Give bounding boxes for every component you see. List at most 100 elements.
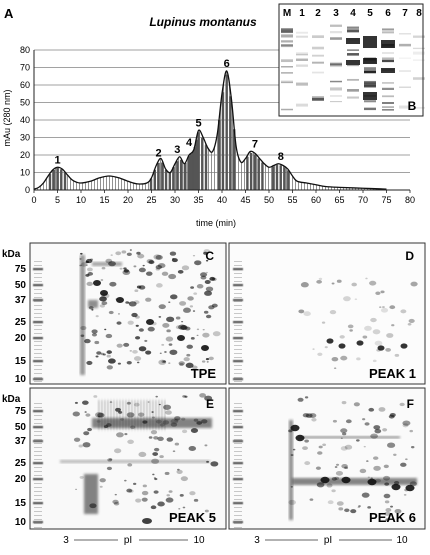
protein-spot (158, 316, 162, 318)
marker-band (233, 478, 243, 481)
gel-band (296, 31, 308, 34)
fraction-bar (195, 139, 198, 190)
gel-streak (164, 400, 166, 430)
x-tick-label: 45 (240, 195, 250, 205)
protein-spot (133, 402, 140, 407)
marker-band (34, 503, 42, 504)
protein-spot (316, 482, 325, 488)
protein-spot (136, 251, 141, 255)
marker-band (233, 268, 243, 271)
protein-spot (311, 418, 317, 422)
protein-spot (79, 476, 84, 479)
x-tick-label: 20 (123, 195, 133, 205)
fraction-bar (246, 156, 249, 190)
gel-band (296, 82, 308, 86)
fraction-bar (233, 129, 236, 190)
protein-spot (137, 253, 145, 259)
gel-panel-c: C TPE (29, 242, 227, 385)
x-tick-label: 35 (193, 195, 203, 205)
protein-spot (166, 316, 175, 323)
protein-spot (80, 334, 85, 337)
protein-spot (177, 468, 180, 471)
peak-fractions (48, 74, 290, 190)
panel-a: A Lupinus montanus mAu (280 nm) time (mi… (2, 6, 415, 228)
protein-spot (141, 497, 148, 502)
protein-spot (205, 271, 208, 274)
protein-spot (338, 507, 344, 511)
mw-tick-label: 10 (15, 517, 27, 528)
protein-spot (327, 500, 334, 505)
y-tick-label: 0 (25, 185, 30, 195)
protein-spot (183, 307, 191, 313)
protein-spot (194, 260, 202, 266)
gel-d-label: PEAK 1 (369, 366, 416, 381)
protein-spot (93, 280, 101, 286)
marker-band (34, 411, 42, 412)
protein-spot (391, 324, 395, 327)
gel-band (382, 59, 394, 63)
protein-spot (399, 402, 405, 407)
x-tick-label: 70 (358, 195, 368, 205)
protein-spot (133, 265, 137, 268)
protein-spot (375, 291, 381, 295)
marker-band (234, 269, 242, 270)
gel-band (347, 49, 359, 51)
protein-spot (72, 411, 80, 417)
protein-spot (109, 401, 113, 403)
pi-end-left: 10 (193, 535, 205, 546)
pi-label-right: pI (324, 535, 332, 546)
protein-spot (138, 267, 146, 273)
protein-spot (102, 353, 106, 356)
protein-spot (342, 432, 347, 436)
marker-band (34, 313, 42, 314)
marker-band (234, 337, 242, 338)
marker-band (234, 365, 242, 366)
marker-band (34, 491, 42, 492)
marker-band (34, 439, 42, 440)
protein-spot (200, 275, 207, 280)
marker-band (34, 419, 42, 420)
protein-spot (175, 316, 181, 320)
protein-spot (185, 362, 194, 368)
gel-streak (289, 420, 293, 520)
protein-spot (153, 254, 162, 260)
marker-band (34, 329, 42, 330)
marker-band (234, 305, 242, 306)
marker-band (234, 403, 242, 404)
peak-label: 3 (174, 144, 180, 156)
marker-band (234, 471, 242, 472)
fraction-bar (261, 162, 264, 190)
protein-spot (120, 418, 124, 421)
peak-label: 8 (278, 151, 284, 163)
gel-band (381, 40, 395, 48)
gel-band (346, 38, 360, 44)
protein-spot (85, 413, 91, 417)
protein-spot (344, 508, 350, 513)
protein-spot (174, 442, 180, 446)
protein-spot (157, 263, 166, 269)
gel-band (364, 70, 376, 74)
marker-band (34, 427, 42, 428)
protein-spot (168, 343, 173, 346)
protein-spot (159, 423, 165, 427)
protein-spot (347, 324, 354, 329)
protein-spot (317, 451, 323, 455)
protein-spot (205, 358, 210, 361)
marker-band (234, 369, 242, 370)
protein-spot (80, 262, 88, 267)
protein-spot (208, 305, 215, 310)
protein-spot (297, 397, 304, 402)
gel-band (382, 82, 394, 84)
protein-spot (309, 498, 314, 501)
gel-bands (281, 24, 425, 111)
protein-spot (364, 422, 370, 426)
protein-spot (168, 490, 173, 493)
gel-band (413, 106, 425, 109)
fraction-bar (193, 147, 196, 190)
protein-spot (161, 360, 167, 364)
protein-spot (210, 461, 219, 467)
pi-axis-left: 3 pI 10 (63, 535, 205, 546)
protein-spot (166, 437, 174, 442)
x-tick-label: 10 (76, 195, 86, 205)
